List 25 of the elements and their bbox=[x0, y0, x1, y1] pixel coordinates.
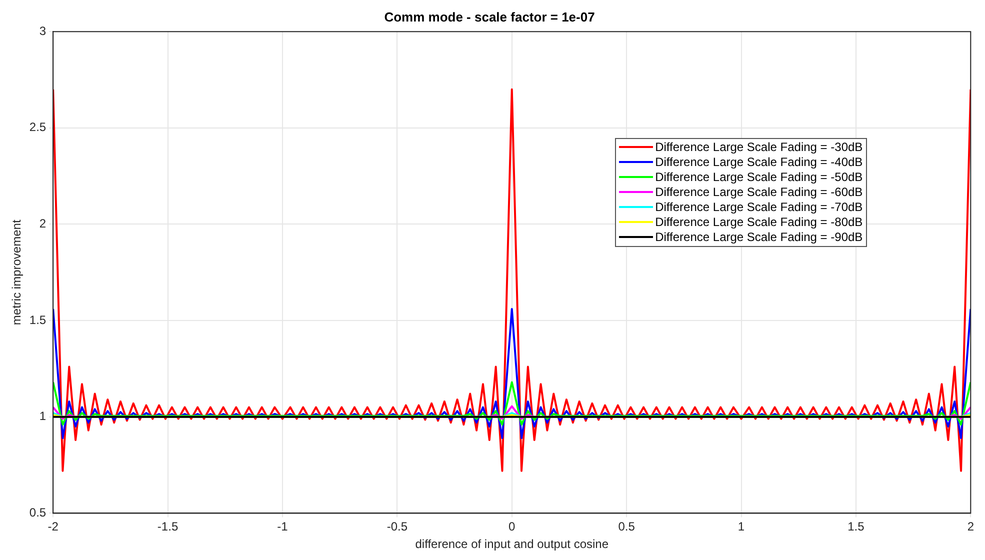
x-tick-label: 1 bbox=[738, 520, 745, 534]
legend-label: Difference Large Scale Fading = -90dB bbox=[655, 230, 863, 245]
x-tick-label: 0.5 bbox=[618, 520, 636, 534]
x-tick-label: 2 bbox=[967, 520, 974, 534]
x-axis-title: difference of input and output cosine bbox=[415, 537, 609, 552]
legend-label: Difference Large Scale Fading = -80dB bbox=[655, 214, 863, 230]
x-tick-label: 0 bbox=[508, 520, 516, 534]
y-tick-label: 1 bbox=[39, 409, 46, 424]
x-tick-label: 1.5 bbox=[848, 520, 865, 534]
y-tick-label: 3 bbox=[39, 24, 46, 38]
x-tick-label: -2 bbox=[48, 520, 59, 534]
chart-title: Comm mode - scale factor = 1e-07 bbox=[384, 9, 595, 24]
legend-label: Difference Large Scale Fading = -70dB bbox=[655, 200, 863, 215]
x-tick-label: -1.5 bbox=[157, 520, 178, 534]
y-tick-label: 2.5 bbox=[29, 120, 46, 134]
legend-label: Difference Large Scale Fading = -50dB bbox=[655, 170, 863, 185]
legend-label: Difference Large Scale Fading = -40dB bbox=[655, 154, 863, 170]
y-axis-title: metric improvement bbox=[10, 219, 24, 326]
x-tick-label: -1 bbox=[277, 520, 288, 534]
legend-label: Difference Large Scale Fading = -30dB bbox=[655, 140, 863, 155]
y-tick-label: 0.5 bbox=[29, 506, 46, 520]
y-tick-label: 2 bbox=[39, 216, 46, 231]
x-tick-label: -0.5 bbox=[386, 520, 408, 534]
legend-label: Difference Large Scale Fading = -60dB bbox=[655, 184, 863, 200]
y-tick-label: 1.5 bbox=[29, 312, 46, 327]
